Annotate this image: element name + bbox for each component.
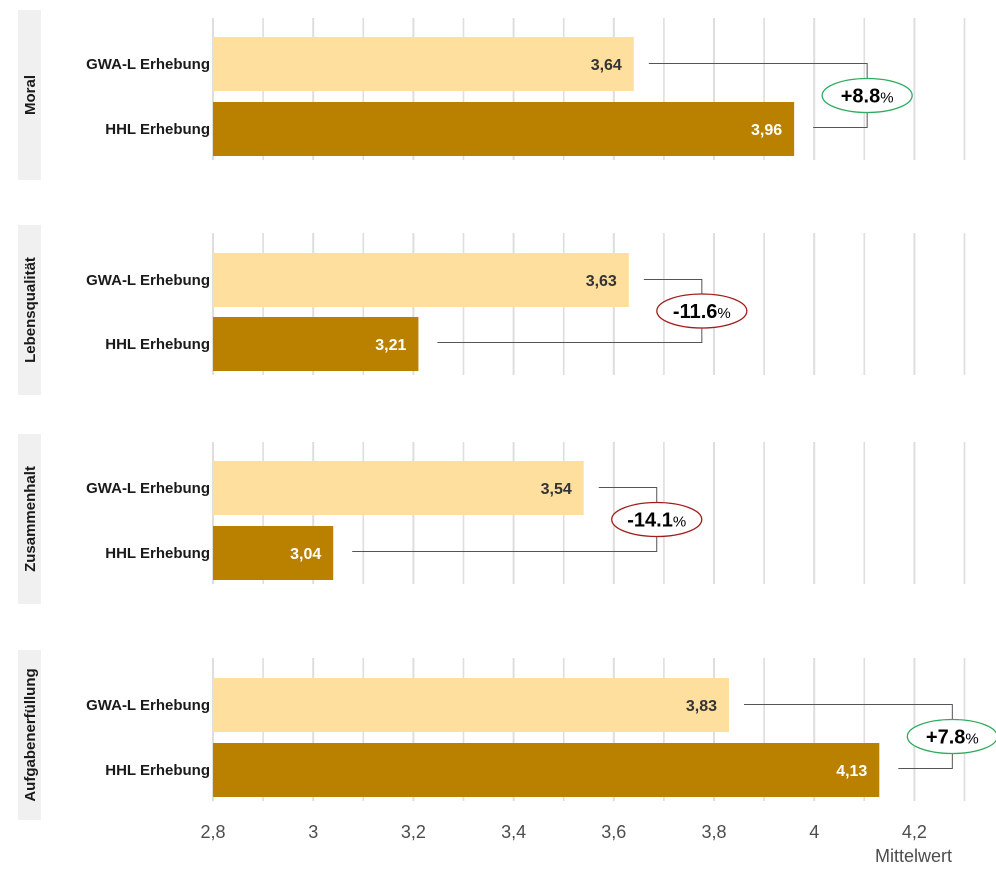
change-label: +7.8% [926, 727, 979, 749]
bar [213, 253, 629, 307]
bar [213, 461, 584, 515]
category-label: HHL Erhebung [105, 336, 210, 353]
change-number: +8.8 [841, 86, 880, 108]
change-unit: % [965, 731, 978, 748]
x-tick-label: 4 [809, 822, 819, 842]
x-axis: 2,8 3 3,2 3,4 3,6 3,8 4 4,2 [200, 822, 926, 842]
bar [213, 37, 634, 91]
facet-label: Lebensqualität [22, 257, 39, 363]
change-unit: % [673, 514, 686, 531]
value-label: 3,04 [290, 546, 321, 563]
x-tick-label: 3,4 [501, 822, 526, 842]
x-tick-label: 3 [308, 822, 318, 842]
x-tick-label: 3,6 [601, 822, 626, 842]
change-ellipse [656, 293, 748, 329]
value-label: 3,96 [751, 122, 782, 139]
bar [213, 678, 730, 732]
facet-label: Aufgabenerfüllung [22, 668, 39, 801]
panel-moral: Moral GWA-L Erhebung 3,64 HHL Erhebung 3,96 +… [18, 10, 913, 180]
category-label: GWA-L Erhebung [86, 480, 210, 497]
bar [213, 743, 880, 797]
panel-aufgabenerfüllung: Aufgabenerfüllung GWA-L Erhebung 3,83 HHL E… [18, 650, 996, 820]
facet-strip [18, 434, 41, 604]
change-ellipse [611, 501, 703, 538]
change-unit: % [717, 305, 730, 322]
change-label: -14.1% [627, 510, 686, 532]
category-label: HHL Erhebung [105, 545, 210, 562]
change-number: -14.1 [627, 510, 673, 532]
x-tick-label: 4,2 [902, 822, 927, 842]
x-tick-label: 3,2 [401, 822, 426, 842]
category-label: GWA-L Erhebung [86, 272, 210, 289]
change-number: -11.6 [673, 301, 717, 323]
facet-label: Moral [22, 75, 39, 115]
change-label: +8.8% [841, 86, 894, 108]
change-unit: % [880, 90, 893, 107]
change-ellipse [821, 77, 913, 114]
bar [213, 102, 795, 156]
value-label: 3,63 [586, 273, 617, 290]
facet-strip [18, 10, 41, 180]
panels-layer: Moral GWA-L Erhebung 3,64 HHL Erhebung 3,96 +… [18, 10, 996, 820]
x-axis-title: Mittelwert [875, 846, 952, 866]
facet-strip [18, 225, 41, 395]
category-label: GWA-L Erhebung [86, 56, 210, 73]
category-label: HHL Erhebung [105, 762, 210, 779]
panel-zusammenhalt: Zusammenhalt GWA-L Erhebung 3,54 HHL Erhebu… [18, 434, 703, 604]
value-label: 3,54 [541, 481, 572, 498]
facet-label: Zusammenhalt [22, 466, 39, 572]
panel-lebensqualität: Lebensqualität GWA-L Erhebung 3,63 HHL Erhe… [18, 225, 748, 395]
bar [213, 317, 419, 371]
bar [213, 526, 334, 580]
x-tick-label: 2,8 [200, 822, 225, 842]
value-label: 3,64 [591, 57, 622, 74]
change-ellipse [906, 718, 996, 755]
change-label: -11.6% [673, 301, 731, 323]
category-label: HHL Erhebung [105, 121, 210, 138]
facet-strip [18, 650, 41, 820]
value-label: 3,21 [375, 337, 406, 354]
change-number: +7.8 [926, 727, 965, 749]
x-tick-label: 3,8 [701, 822, 726, 842]
category-label: GWA-L Erhebung [86, 697, 210, 714]
value-label: 3,83 [686, 698, 717, 715]
value-label: 4,13 [836, 763, 867, 780]
